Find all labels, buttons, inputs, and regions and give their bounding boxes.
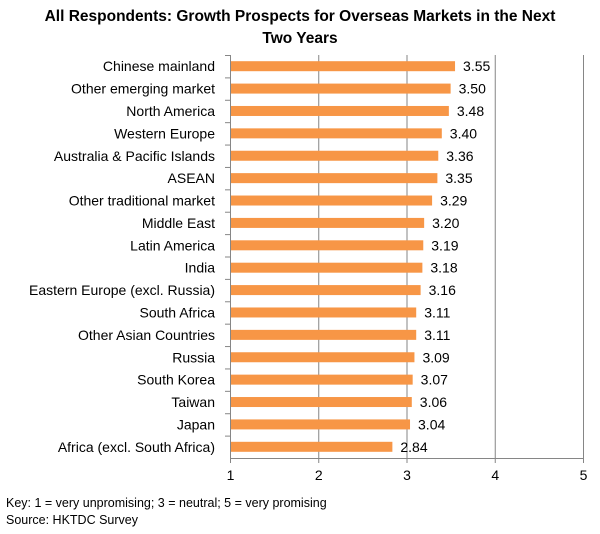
category-label-11: Eastern Europe (excl. Russia) xyxy=(29,282,215,298)
category-label-5: Australia & Pacific Islands xyxy=(54,148,215,164)
category-label-4: Western Europe xyxy=(114,125,215,141)
bar-15 xyxy=(231,374,413,385)
value-label-14: 3.09 xyxy=(422,349,449,365)
bar-7 xyxy=(231,195,433,206)
bar-14 xyxy=(231,352,415,363)
category-label-16: Taiwan xyxy=(171,394,215,410)
category-label-14: Russia xyxy=(172,349,215,365)
category-label-17: Japan xyxy=(177,416,215,432)
bar-9 xyxy=(231,240,424,251)
category-label-12: South Africa xyxy=(140,304,216,320)
bar-13 xyxy=(231,329,417,340)
category-label-1: Chinese mainland xyxy=(103,58,215,74)
category-label-15: South Korea xyxy=(137,372,215,388)
bar-5 xyxy=(231,150,439,161)
bar-2 xyxy=(231,83,451,94)
value-label-15: 3.07 xyxy=(421,372,448,388)
value-label-13: 3.11 xyxy=(424,327,450,343)
category-label-7: Other traditional market xyxy=(69,193,215,209)
bar-1 xyxy=(231,61,456,72)
bar-3 xyxy=(231,105,449,116)
bar-4 xyxy=(231,128,442,139)
bar-11 xyxy=(231,285,421,296)
category-label-8: Middle East xyxy=(142,215,215,231)
footnote-key: Key: 1 = very unpromising; 3 = neutral; … xyxy=(6,496,327,510)
chart-title-line-2: Two Years xyxy=(262,30,338,47)
x-tick-label-5: 5 xyxy=(580,467,588,483)
bar-16 xyxy=(231,397,412,408)
bar-10 xyxy=(231,262,423,273)
bar-chart: Chinese mainland 3.55 Other emerging marke… xyxy=(29,55,588,483)
footnote-source: Source: HKTDC Survey xyxy=(6,513,138,527)
category-label-13: Other Asian Countries xyxy=(78,327,215,343)
bar-18 xyxy=(231,441,393,452)
category-label-2: Other emerging market xyxy=(71,81,215,97)
category-label-18: Africa (excl. South Africa) xyxy=(58,439,215,455)
value-label-4: 3.40 xyxy=(450,125,477,141)
value-label-12: 3.11 xyxy=(424,304,450,320)
value-label-9: 3.19 xyxy=(431,237,458,253)
value-label-16: 3.06 xyxy=(420,394,447,410)
value-label-5: 3.36 xyxy=(446,148,473,164)
x-tick-label-3: 3 xyxy=(403,467,411,483)
value-label-11: 3.16 xyxy=(429,282,456,298)
category-label-10: India xyxy=(185,260,216,276)
value-label-7: 3.29 xyxy=(440,193,467,209)
value-label-10: 3.18 xyxy=(430,260,457,276)
value-label-1: 3.55 xyxy=(463,58,490,74)
x-tick-label-1: 1 xyxy=(227,467,235,483)
category-label-3: North America xyxy=(126,103,215,119)
chart-title-line-1: All Respondents: Growth Prospects for Ov… xyxy=(44,8,556,25)
x-tick-label-4: 4 xyxy=(491,467,499,483)
bar-8 xyxy=(231,217,425,228)
value-label-6: 3.35 xyxy=(445,170,472,186)
value-label-17: 3.04 xyxy=(418,416,445,432)
bar-12 xyxy=(231,307,417,318)
category-label-6: ASEAN xyxy=(168,170,215,186)
bar-17 xyxy=(231,419,411,430)
chart-title: All Respondents: Growth Prospects for Ov… xyxy=(0,6,600,50)
value-label-8: 3.20 xyxy=(432,215,459,231)
value-label-3: 3.48 xyxy=(457,103,484,119)
category-label-9: Latin America xyxy=(130,237,215,253)
x-tick-label-2: 2 xyxy=(315,467,323,483)
bar-6 xyxy=(231,173,438,184)
value-label-18: 2.84 xyxy=(400,439,427,455)
value-label-2: 3.50 xyxy=(459,81,486,97)
